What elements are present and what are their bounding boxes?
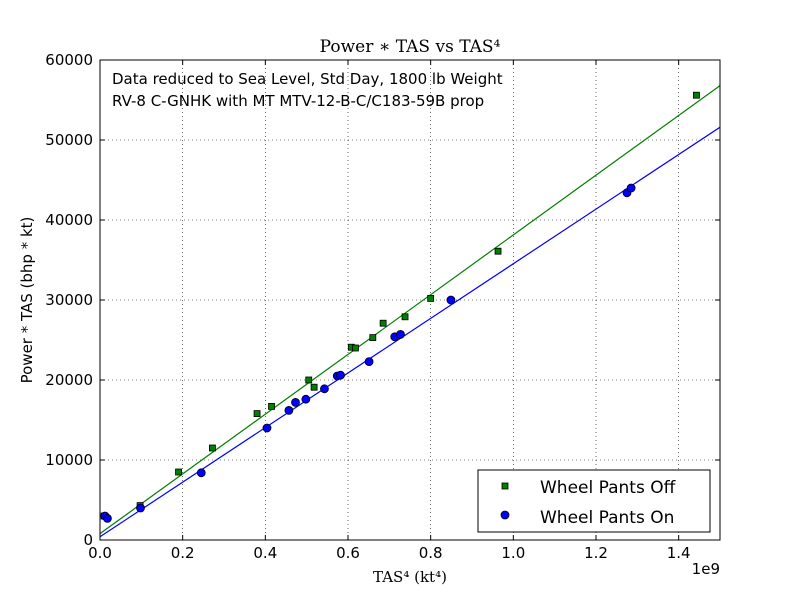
axis-ticks: 0.0 0.2 0.4 0.6 0.8 1.0 1.2 1.4 0 10000 20000 30000… xyxy=(45,51,720,562)
data-point-wheel-pants-off xyxy=(494,247,502,255)
data-point-wheel-pants-on xyxy=(626,183,636,193)
x-axis-multiplier: 1e9 xyxy=(692,560,720,578)
data-point-wheel-pants-on xyxy=(396,329,405,339)
data-point-wheel-pants-off xyxy=(310,383,318,391)
legend-marker-square xyxy=(501,482,509,490)
y-axis-label: Power * TAS (bhp * kt) xyxy=(18,217,36,384)
x-tick-label: 0.2 xyxy=(171,544,195,562)
y-tick-label: 20000 xyxy=(45,371,93,389)
data-point-wheel-pants-on xyxy=(320,384,329,394)
data-point-wheel-pants-on xyxy=(446,295,456,305)
fit-line-wheel-pants-on xyxy=(99,126,721,538)
data-point-wheel-pants-on xyxy=(364,357,374,367)
data-point-wheel-pants-on xyxy=(336,370,345,380)
y-tick-label: 10000 xyxy=(45,451,93,469)
legend: Wheel Pants Off Wheel Pants On xyxy=(477,469,711,533)
x-tick-label: 0.6 xyxy=(336,544,360,562)
data-point-wheel-pants-off xyxy=(369,334,377,342)
annotation-line-2: RV-8 C-GNHK with MT MTV-12-B-C/C183-59B … xyxy=(112,92,484,110)
y-tick-label: 30000 xyxy=(45,291,93,309)
data-point-wheel-pants-on xyxy=(103,514,112,523)
data-point-wheel-pants-off xyxy=(253,410,261,418)
data-point-wheel-pants-off xyxy=(379,319,387,327)
data-point-wheel-pants-on xyxy=(284,405,294,415)
y-tick-label: 60000 xyxy=(45,51,93,69)
data-point-wheel-pants-off xyxy=(305,376,313,384)
data-point-wheel-pants-on xyxy=(136,503,145,513)
x-tick-label: 1.4 xyxy=(667,544,691,562)
data-point-wheel-pants-off xyxy=(268,402,275,410)
x-tick-label: 0.8 xyxy=(419,544,443,562)
legend-label-wheel-pants-on: Wheel Pants On xyxy=(540,508,674,528)
data-point-wheel-pants-on xyxy=(262,423,272,433)
fit-line-wheel-pants-off xyxy=(99,85,721,535)
legend-label-wheel-pants-off: Wheel Pants Off xyxy=(540,478,677,498)
y-tick-label: 50000 xyxy=(45,131,93,149)
x-tick-label: 0.4 xyxy=(253,544,277,562)
data-point-wheel-pants-off xyxy=(693,91,700,99)
data-point-wheel-pants-off xyxy=(352,344,359,352)
data-point-wheel-pants-off xyxy=(427,294,435,302)
x-tick-label: 1.0 xyxy=(501,544,525,562)
y-tick-label: 0 xyxy=(83,531,93,549)
legend-box xyxy=(477,469,711,533)
y-tick-label: 40000 xyxy=(45,211,93,229)
data-point-wheel-pants-off xyxy=(401,313,409,321)
x-tick-label: 1.2 xyxy=(584,544,608,562)
data-point-wheel-pants-off xyxy=(209,444,216,452)
chart-title: Power ∗ TAS vs TAS⁴ xyxy=(320,37,501,57)
data-point-wheel-pants-off xyxy=(175,468,182,476)
x-tick-label: 0.0 xyxy=(88,544,112,562)
data-points xyxy=(100,91,700,523)
legend-marker-circle xyxy=(500,510,510,520)
annotation-line-1: Data reduced to Sea Level, Std Day, 1800… xyxy=(112,70,503,88)
x-axis-label: TAS⁴ (kt⁴) xyxy=(373,568,447,586)
data-point-wheel-pants-on xyxy=(291,397,300,407)
data-point-wheel-pants-on xyxy=(301,394,311,404)
data-point-wheel-pants-on xyxy=(196,468,206,478)
fit-lines xyxy=(99,85,721,538)
